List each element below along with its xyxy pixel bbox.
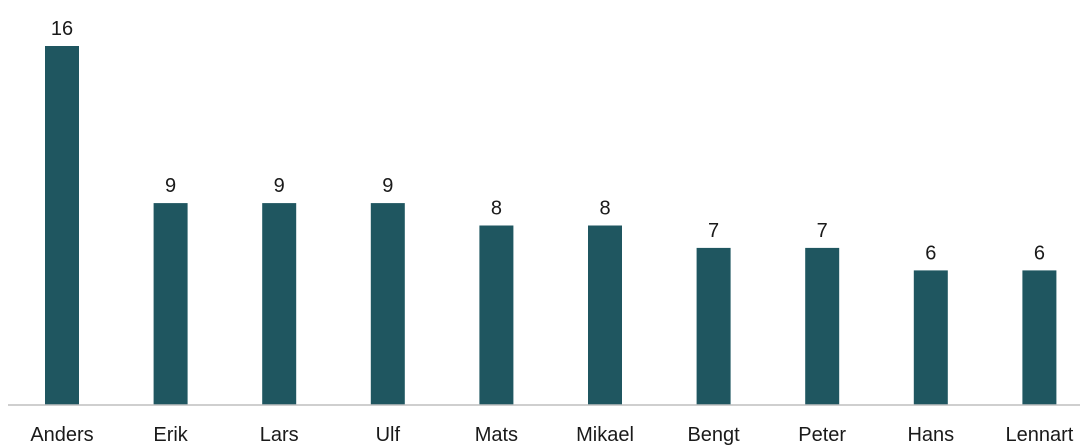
- x-tick-label-lars: Lars: [260, 424, 299, 446]
- x-tick-label-peter: Peter: [798, 424, 846, 446]
- x-tick-label-mikael: Mikael: [576, 424, 634, 446]
- bar-erik: [153, 203, 188, 405]
- value-label-lennart: 6: [1034, 242, 1045, 264]
- x-tick-labels-layer: Anders Erik Lars Ulf Mats Mikael Bengt Peter Han…: [30, 424, 1073, 446]
- x-tick-label-hans: Hans: [907, 424, 954, 446]
- value-label-anders: 16: [51, 18, 73, 40]
- x-tick-label-ulf: Ulf: [376, 424, 401, 446]
- bars-layer: [45, 46, 1057, 405]
- value-label-bengt: 7: [708, 220, 719, 242]
- x-tick-label-bengt: Bengt: [687, 424, 740, 446]
- x-tick-label-lennart: Lennart: [1005, 424, 1073, 446]
- bar-lars: [262, 203, 297, 405]
- bar-mikael: [588, 225, 622, 405]
- bar-peter: [805, 247, 840, 405]
- value-label-peter: 7: [817, 220, 828, 242]
- x-tick-label-mats: Mats: [475, 424, 518, 446]
- value-label-erik: 9: [165, 175, 176, 197]
- value-labels-layer: 16 9 9 9 8 8 7 7 6 6: [51, 18, 1045, 264]
- value-label-mats: 8: [491, 198, 502, 220]
- x-tick-label-erik: Erik: [153, 424, 188, 446]
- bar-anders: [45, 46, 79, 405]
- value-label-hans: 6: [925, 242, 936, 264]
- bar-hans: [913, 270, 948, 405]
- bar-lennart: [1022, 270, 1057, 405]
- bar-mats: [479, 225, 514, 405]
- bar-ulf: [370, 203, 405, 405]
- value-label-lars: 9: [274, 175, 285, 197]
- bar-bengt: [696, 247, 731, 405]
- x-tick-label-anders: Anders: [30, 424, 93, 446]
- value-label-ulf: 9: [382, 175, 393, 197]
- value-label-mikael: 8: [599, 198, 610, 220]
